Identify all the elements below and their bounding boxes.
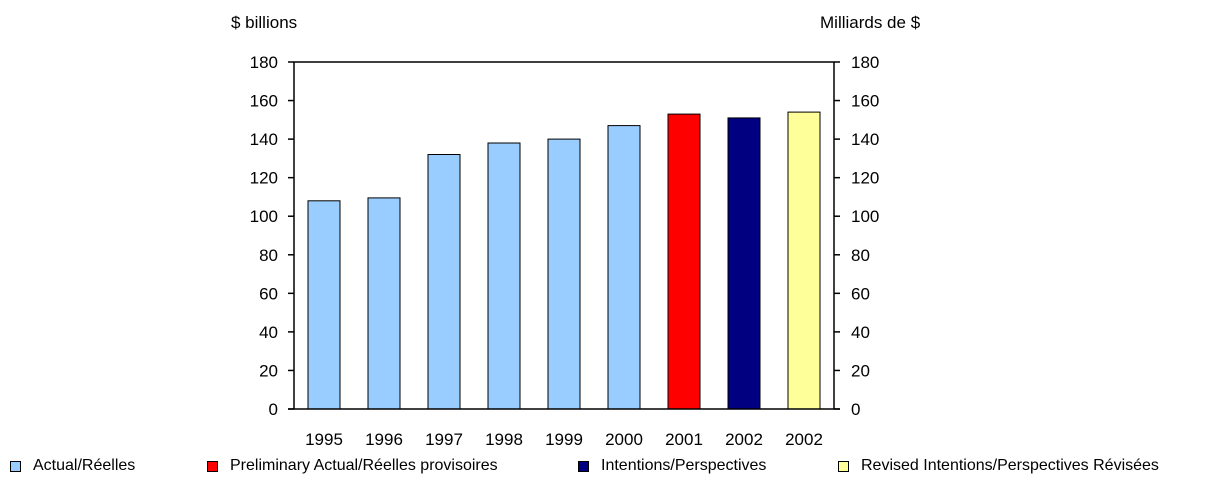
left-axis-unit-label: $ billions (231, 13, 298, 32)
legend-swatch-preliminary (207, 460, 218, 472)
y-tick-label-right-1: 20 (851, 361, 870, 380)
bar-2002-7 (727, 117, 761, 410)
y-tick-label-left-1: 20 (259, 361, 278, 380)
bar-1997-2 (427, 154, 461, 410)
x-tick-label-0: 1995 (305, 430, 343, 449)
legend-swatch-intentions (578, 460, 589, 472)
y-tick-label-right-9: 180 (851, 53, 879, 72)
bar-1995-0 (307, 200, 341, 410)
x-tick-label-8: 2002 (785, 430, 823, 449)
bar-2001-6 (667, 113, 701, 410)
y-tick-label-left-5: 100 (250, 207, 278, 226)
legend-item-preliminary: Preliminary Actual/Réelles provisoires (207, 457, 498, 475)
y-tick-label-left-7: 140 (250, 130, 278, 149)
y-tick-label-right-0: 0 (851, 400, 860, 419)
x-tick-label-5: 2000 (605, 430, 643, 449)
x-tick-label-1: 1996 (365, 430, 403, 449)
legend-item-revised: Revised Intentions/Perspectives Révisées (838, 457, 1159, 475)
y-tick-label-right-4: 80 (851, 246, 870, 265)
legend-label-preliminary: Preliminary Actual/Réelles provisoires (230, 457, 498, 474)
legend-swatch-actual (10, 460, 21, 472)
x-tick-label-3: 1998 (485, 430, 523, 449)
y-tick-label-left-9: 180 (250, 53, 278, 72)
legend-label-actual: Actual/Réelles (33, 457, 136, 474)
y-tick-label-right-7: 140 (851, 130, 879, 149)
bar-2000-5 (607, 125, 641, 410)
y-tick-label-right-3: 60 (851, 284, 870, 303)
y-tick-label-right-8: 160 (851, 92, 879, 111)
y-tick-label-left-8: 160 (250, 92, 278, 111)
y-tick-label-left-6: 120 (250, 169, 278, 188)
y-tick-label-left-2: 40 (259, 323, 278, 342)
y-tick-label-right-6: 120 (851, 169, 879, 188)
bar-1999-4 (547, 138, 581, 410)
y-tick-label-left-3: 60 (259, 284, 278, 303)
y-tick-label-left-4: 80 (259, 246, 278, 265)
x-tick-label-4: 1999 (545, 430, 583, 449)
legend-item-actual: Actual/Réelles (10, 457, 135, 475)
legend-item-intentions: Intentions/Perspectives (578, 457, 766, 475)
y-tick-label-right-2: 40 (851, 323, 870, 342)
bar-1996-1 (367, 197, 401, 410)
legend-label-intentions: Intentions/Perspectives (601, 457, 767, 474)
x-tick-label-6: 2001 (665, 430, 703, 449)
legend: Actual/Réelles Preliminary Actual/Réelle… (10, 457, 1220, 477)
bar-1998-3 (487, 142, 521, 410)
legend-label-revised: Revised Intentions/Perspectives Révisées (861, 457, 1159, 474)
y-tick-label-right-5: 100 (851, 207, 879, 226)
legend-swatch-revised (838, 460, 849, 472)
right-axis-unit-label: Milliards de $ (820, 13, 921, 32)
bar-2002-8 (787, 111, 821, 410)
x-tick-label-7: 2002 (725, 430, 763, 449)
y-tick-label-left-0: 0 (269, 400, 278, 419)
x-tick-label-2: 1997 (425, 430, 463, 449)
